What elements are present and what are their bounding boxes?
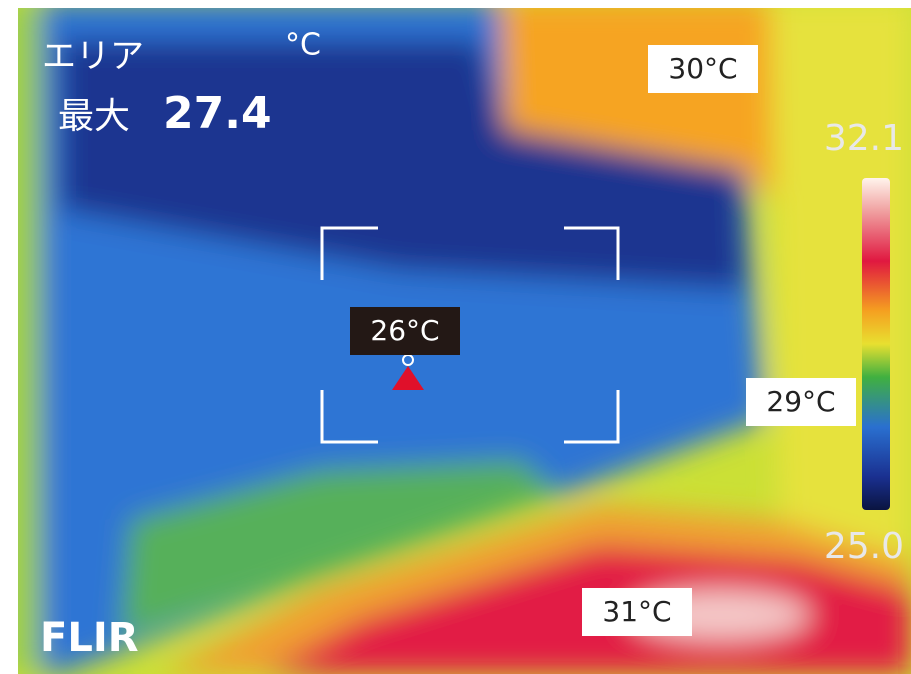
scale-min: 25.0 (824, 526, 904, 567)
label-box (582, 588, 692, 636)
spot-marker (392, 366, 424, 390)
label-box (350, 307, 460, 355)
area-label: エリア (42, 37, 144, 77)
spot-label: 26°C (370, 314, 439, 347)
max-label: 最大 (58, 96, 130, 137)
label-box (746, 378, 856, 426)
scale-max: 32.1 (824, 118, 904, 159)
spot-label: 29°C (766, 385, 835, 418)
crosshair (320, 226, 620, 444)
logo: FLIR (40, 615, 139, 661)
unit-label: °C (285, 28, 321, 63)
spot-label: 31°C (602, 595, 671, 628)
spot-label: 30°C (668, 52, 737, 85)
max-value: 27.4 (163, 88, 272, 139)
color-scale-bar (862, 178, 890, 510)
label-box (648, 45, 758, 93)
